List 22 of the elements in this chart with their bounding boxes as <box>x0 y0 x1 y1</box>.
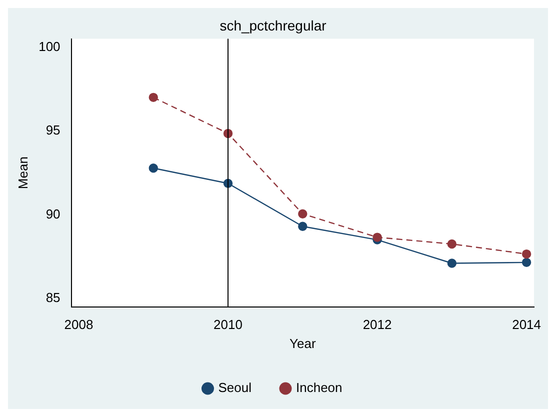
point <box>148 92 158 102</box>
x-axis-title: Year <box>290 336 316 351</box>
legend-label: Seoul <box>218 380 252 396</box>
point <box>522 258 532 268</box>
point <box>372 232 382 242</box>
y-tick-label: 85 <box>46 290 60 306</box>
y-tick-label: 90 <box>46 206 60 222</box>
y-axis-title: Mean <box>15 156 30 190</box>
chart-title: sch_pctchregular <box>220 17 327 34</box>
point <box>447 239 457 249</box>
point <box>447 258 457 268</box>
point <box>148 164 158 173</box>
point <box>298 222 308 231</box>
x-tick-label: 2008 <box>64 317 94 332</box>
x-tick-label: 2014 <box>512 317 541 332</box>
point <box>298 209 308 218</box>
x-tick-label: 2010 <box>214 317 242 332</box>
x-tick-label: 2012 <box>362 317 392 332</box>
legend-label: Incheon <box>296 380 342 396</box>
point <box>522 249 532 259</box>
y-tick-label: 95 <box>46 122 60 138</box>
y-tick-label: 100 <box>38 38 60 54</box>
